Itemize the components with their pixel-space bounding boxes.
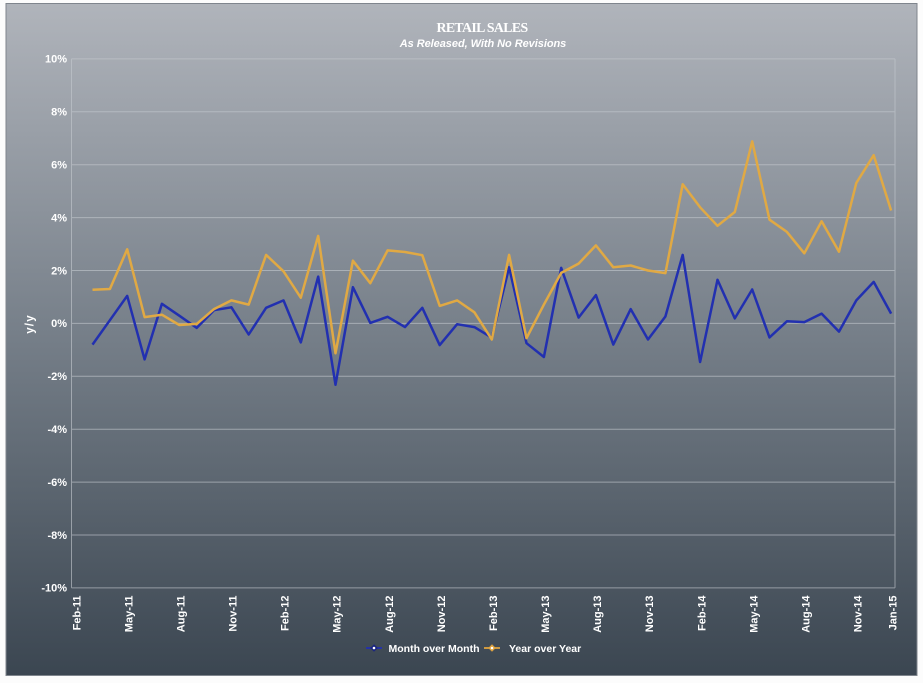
svg-text:-2%: -2% [47, 371, 67, 383]
svg-text:May-13: May-13 [540, 596, 552, 633]
svg-text:Month over Month: Month over Month [389, 643, 480, 655]
svg-text:4%: 4% [51, 212, 67, 224]
svg-text:May-11: May-11 [123, 596, 135, 633]
svg-text:RETAIL SALES: RETAIL SALES [436, 20, 528, 35]
svg-text:-10%: -10% [41, 583, 67, 595]
svg-text:8%: 8% [51, 107, 67, 119]
svg-text:May-14: May-14 [748, 595, 760, 633]
svg-text:y/y: y/y [25, 314, 37, 334]
svg-text:Year over Year: Year over Year [509, 643, 581, 655]
svg-text:Nov-11: Nov-11 [228, 596, 240, 632]
svg-text:-8%: -8% [47, 530, 67, 542]
svg-text:Aug-13: Aug-13 [592, 596, 604, 633]
svg-text:Aug-11: Aug-11 [176, 596, 188, 633]
svg-text:Feb-14: Feb-14 [696, 595, 708, 631]
svg-text:Feb-13: Feb-13 [488, 596, 500, 631]
svg-text:0%: 0% [51, 318, 67, 330]
svg-text:10%: 10% [45, 54, 67, 66]
svg-text:Feb-11: Feb-11 [71, 596, 83, 631]
svg-text:-6%: -6% [47, 477, 67, 489]
svg-text:Feb-12: Feb-12 [280, 596, 292, 631]
svg-text:Aug-12: Aug-12 [384, 596, 396, 633]
svg-text:As Released, With No Revisions: As Released, With No Revisions [399, 38, 567, 50]
svg-text:Nov-14: Nov-14 [853, 595, 865, 633]
svg-text:Nov-13: Nov-13 [644, 596, 656, 633]
svg-text:6%: 6% [51, 160, 67, 172]
svg-text:May-12: May-12 [332, 596, 344, 633]
svg-text:2%: 2% [51, 265, 67, 277]
svg-text:Jan-15: Jan-15 [887, 596, 899, 631]
svg-text:Nov-12: Nov-12 [436, 596, 448, 633]
svg-text:-4%: -4% [47, 424, 67, 436]
svg-text:Aug-14: Aug-14 [801, 595, 813, 633]
